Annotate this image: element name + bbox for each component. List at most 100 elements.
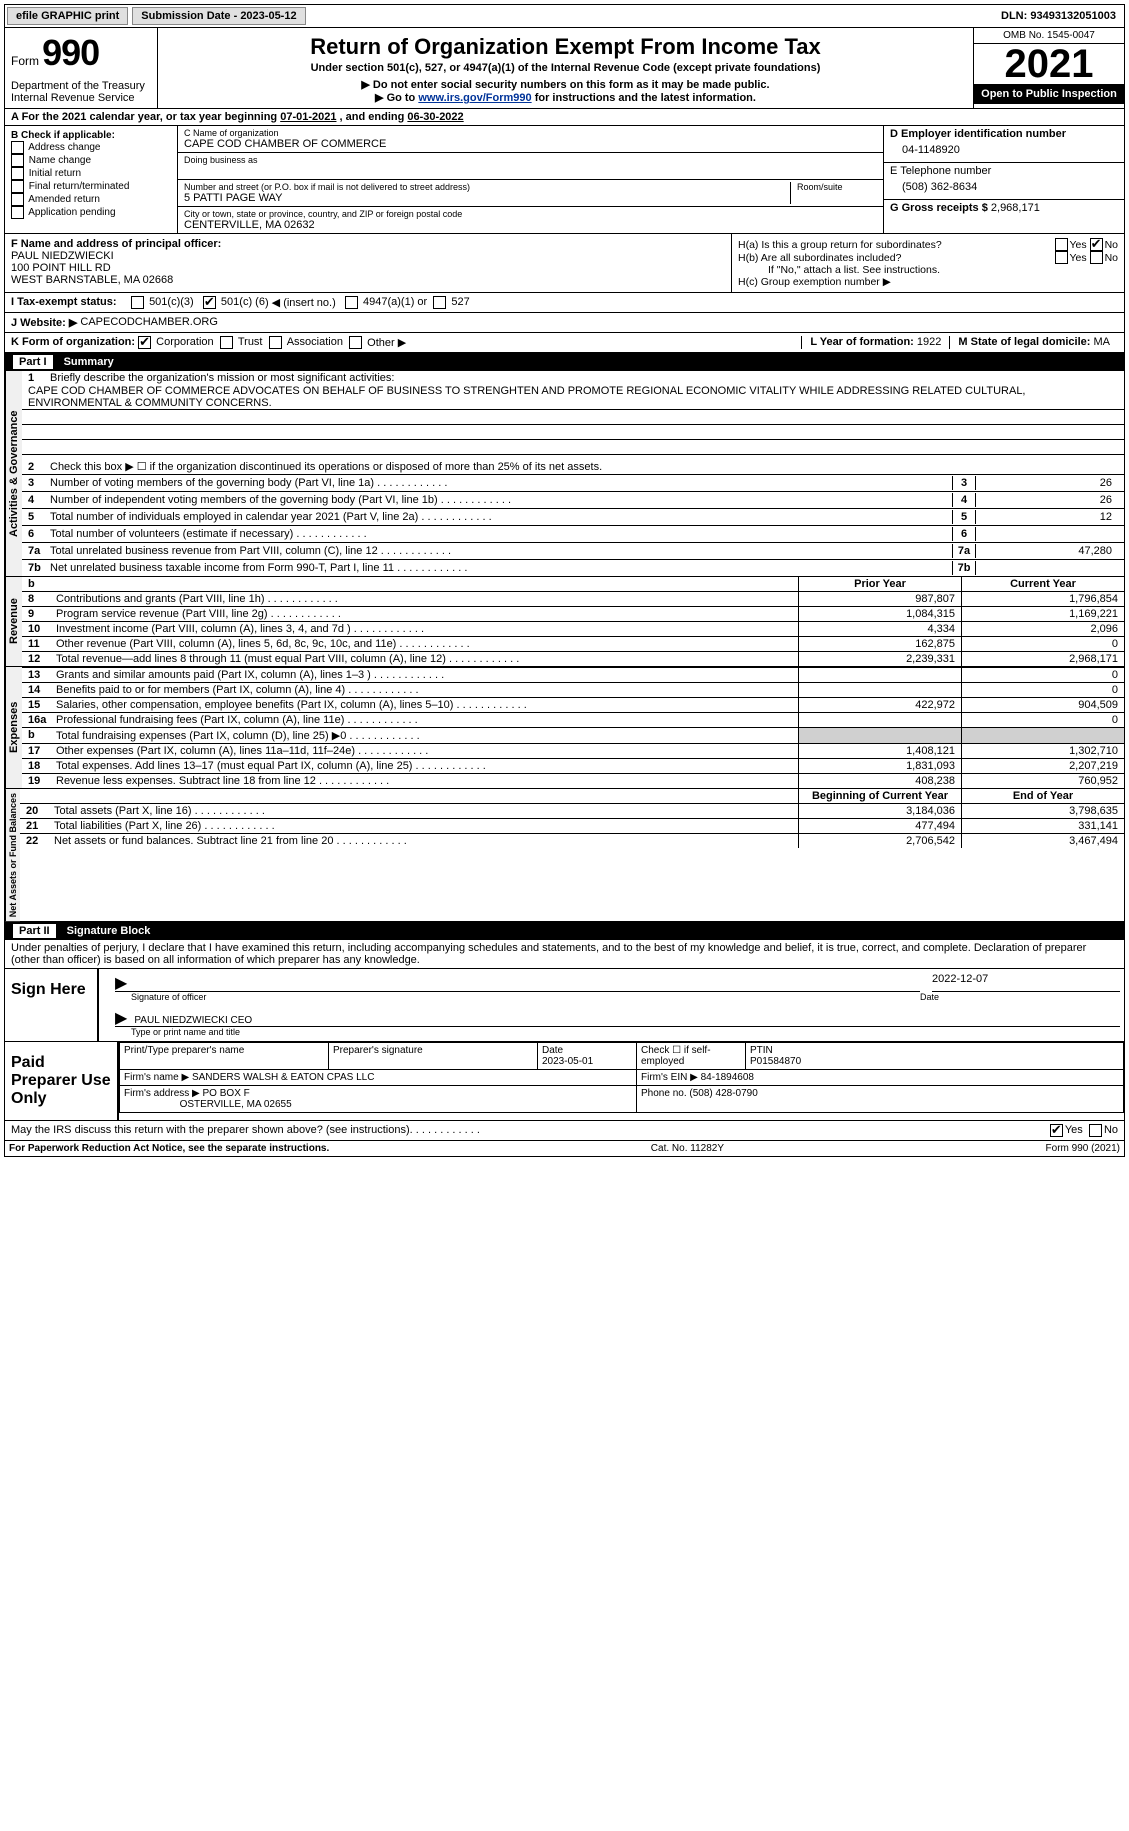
summary-line: 11Other revenue (Part VIII, column (A), … xyxy=(22,636,1124,651)
h-b-label: H(b) Are all subordinates included? xyxy=(738,252,1055,264)
efile-print-button[interactable]: efile GRAPHIC print xyxy=(7,7,128,25)
identity-section: B Check if applicable: Address change Na… xyxy=(4,126,1125,234)
no-label: No xyxy=(1105,252,1118,264)
exp-vert-label: Expenses xyxy=(5,667,22,788)
box-c: C Name of organization CAPE COD CHAMBER … xyxy=(178,126,884,233)
discuss-row: May the IRS discuss this return with the… xyxy=(4,1121,1125,1141)
summary-line: 6Total number of volunteers (estimate if… xyxy=(22,525,1124,542)
submission-date-button[interactable]: Submission Date - 2023-05-12 xyxy=(132,7,305,25)
boxb-item: Final return/terminated xyxy=(11,180,171,193)
firm-addr-value: PO BOX F xyxy=(203,1088,250,1099)
h-b-no-checkbox[interactable] xyxy=(1090,251,1103,264)
form-org-label: K Form of organization: xyxy=(11,336,135,349)
boxb-checkbox[interactable] xyxy=(11,193,24,206)
discuss-yes-checkbox[interactable] xyxy=(1050,1124,1063,1137)
summary-line: 3Number of voting members of the governi… xyxy=(22,474,1124,491)
501c3-checkbox[interactable] xyxy=(131,296,144,309)
irs-form990-link[interactable]: www.irs.gov/Form990 xyxy=(418,92,531,104)
org-name-label: C Name of organization xyxy=(178,126,883,138)
summary-line: 19Revenue less expenses. Subtract line 1… xyxy=(22,773,1124,788)
527-checkbox[interactable] xyxy=(433,296,446,309)
street-address: 5 PATTI PAGE WAY xyxy=(184,192,784,204)
h-a-no-checkbox[interactable] xyxy=(1090,238,1103,251)
tax-year: 2021 xyxy=(974,44,1124,84)
4947-label: 4947(a)(1) or xyxy=(363,296,427,309)
city-label: City or town, state or province, country… xyxy=(184,209,877,219)
prep-date-value: 2023-05-01 xyxy=(542,1056,593,1067)
trust-checkbox[interactable] xyxy=(220,336,233,349)
page-footer: For Paperwork Reduction Act Notice, see … xyxy=(4,1141,1125,1157)
summary-line: 8Contributions and grants (Part VIII, li… xyxy=(22,591,1124,606)
association-checkbox[interactable] xyxy=(269,336,282,349)
gross-receipts-value: 2,968,171 xyxy=(991,202,1040,214)
prior-year-header: Prior Year xyxy=(798,577,961,591)
website-label: J Website: ▶ xyxy=(11,316,77,329)
expenses-section: Expenses 13Grants and similar amounts pa… xyxy=(4,667,1125,789)
h-c-label: H(c) Group exemption number ▶ xyxy=(738,276,1118,288)
yes-label: Yes xyxy=(1070,252,1087,264)
boxb-checkbox[interactable] xyxy=(11,141,24,154)
form-title: Return of Organization Exempt From Incom… xyxy=(166,34,965,60)
firm-city-value: OSTERVILLE, MA 02655 xyxy=(180,1099,292,1110)
501c-checkbox[interactable] xyxy=(203,296,216,309)
type-name-label: Type or print name and title xyxy=(131,1027,1120,1037)
current-year-header: Current Year xyxy=(961,577,1124,591)
summary-line: 15Salaries, other compensation, employee… xyxy=(22,697,1124,712)
box-b: B Check if applicable: Address change Na… xyxy=(5,126,178,233)
addr-label: Number and street (or P.O. box if mail i… xyxy=(184,182,784,192)
part-ii-title: Signature Block xyxy=(67,925,151,937)
year-formation-value: 1922 xyxy=(917,336,941,348)
501c-pre: 501(c) ( xyxy=(221,296,259,309)
discontinued-label: Check this box ▶ ☐ if the organization d… xyxy=(50,460,1118,473)
yes-label: Yes xyxy=(1065,1124,1083,1137)
mission-label: Briefly describe the organization's miss… xyxy=(50,372,1118,384)
box-b-label: B Check if applicable: xyxy=(11,130,171,141)
boxb-checkbox[interactable] xyxy=(11,180,24,193)
sig-officer-label: Signature of officer xyxy=(131,992,920,1002)
firm-ein-value: 84-1894608 xyxy=(701,1072,754,1083)
sig-date-label: Date xyxy=(920,992,1120,1002)
summary-line: 21Total liabilities (Part X, line 26) 47… xyxy=(20,818,1124,833)
boxb-checkbox[interactable] xyxy=(11,154,24,167)
yes-label: Yes xyxy=(1070,239,1087,251)
officer-name: PAUL NIEDZWIECKI xyxy=(11,250,725,262)
penalties-text: Under penalties of perjury, I declare th… xyxy=(5,940,1124,968)
firm-name-label: Firm's name ▶ xyxy=(124,1072,189,1083)
end-year-header: End of Year xyxy=(961,789,1124,803)
irs-label: Internal Revenue Service xyxy=(11,92,151,104)
officer-signature-line[interactable] xyxy=(115,973,920,992)
officer-addr1: 100 POINT HILL RD xyxy=(11,262,725,274)
ptin-value: P01584870 xyxy=(750,1056,801,1067)
ptin-label: PTIN xyxy=(750,1045,773,1056)
other-checkbox[interactable] xyxy=(349,336,362,349)
assoc-label: Association xyxy=(287,336,343,349)
form-subtitle: Under section 501(c), 527, or 4947(a)(1)… xyxy=(166,62,965,74)
summary-line: 4Number of independent voting members of… xyxy=(22,491,1124,508)
na-vert-label: Net Assets or Fund Balances xyxy=(5,789,20,921)
box-i: I Tax-exempt status: 501(c)(3) 501(c) ( … xyxy=(4,293,1125,313)
4947-checkbox[interactable] xyxy=(345,296,358,309)
open-inspection: Open to Public Inspection xyxy=(974,84,1124,104)
summary-line: 17Other expenses (Part IX, column (A), l… xyxy=(22,743,1124,758)
501c3-label: 501(c)(3) xyxy=(149,296,194,309)
officer-group-section: F Name and address of principal officer:… xyxy=(4,234,1125,293)
summary-line: 7aTotal unrelated business revenue from … xyxy=(22,542,1124,559)
paid-preparer-label: Paid Preparer Use Only xyxy=(5,1042,119,1120)
form-word: Form xyxy=(11,54,39,68)
cat-number: Cat. No. 11282Y xyxy=(651,1143,724,1154)
officer-name-title: PAUL NIEDZWIECKI CEO xyxy=(134,1015,252,1026)
part-ii-header: Part II Signature Block xyxy=(4,922,1125,940)
boxb-checkbox[interactable] xyxy=(11,167,24,180)
discuss-no-checkbox[interactable] xyxy=(1089,1124,1102,1137)
city-state-zip: CENTERVILLE, MA 02632 xyxy=(184,219,877,231)
boxb-checkbox[interactable] xyxy=(11,206,24,219)
firm-addr-label: Firm's address ▶ xyxy=(124,1088,200,1099)
no-label: No xyxy=(1104,1124,1118,1137)
h-b-note: If "No," attach a list. See instructions… xyxy=(738,264,1118,276)
h-b-yes-checkbox[interactable] xyxy=(1055,251,1068,264)
period-end: 06-30-2022 xyxy=(407,111,463,123)
rev-vert-label: Revenue xyxy=(5,577,22,666)
officer-label: F Name and address of principal officer: xyxy=(11,238,725,250)
h-a-yes-checkbox[interactable] xyxy=(1055,238,1068,251)
corporation-checkbox[interactable] xyxy=(138,336,151,349)
